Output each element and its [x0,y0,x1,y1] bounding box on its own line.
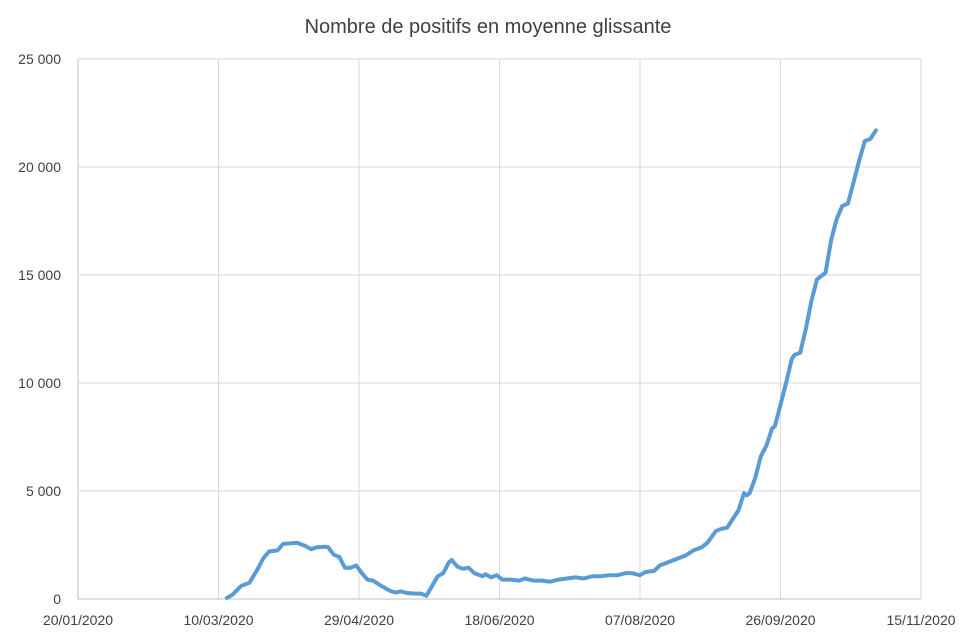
y-tick-label: 20 000 [18,159,61,175]
axes [77,59,921,600]
x-tick-label: 07/08/2020 [605,612,675,628]
x-axis-tick-labels: 20/01/2020 10/03/2020 29/04/2020 18/06/2020… [43,612,956,628]
x-tick-label: 29/04/2020 [324,612,394,628]
chart-title: Nombre de positifs en moyenne glissante [305,16,672,38]
y-tick-label: 5 000 [26,483,61,499]
series-line [224,128,878,600]
y-axis-tick-labels: 0 5 000 10 000 15 000 20 000 25 000 [18,51,61,607]
gridlines [78,58,922,599]
y-tick-label: 0 [53,591,61,607]
y-tick-label: 25 000 [18,51,61,67]
x-tick-label: 15/11/2020 [886,612,955,628]
x-tick-label: 26/09/2020 [745,612,815,628]
y-tick-label: 15 000 [18,267,61,283]
x-tick-label: 20/01/2020 [43,612,113,628]
y-tick-label: 10 000 [18,375,61,391]
series-layer [224,128,878,600]
x-tick-label: 18/06/2020 [464,612,534,628]
x-tick-label: 10/03/2020 [183,612,253,628]
